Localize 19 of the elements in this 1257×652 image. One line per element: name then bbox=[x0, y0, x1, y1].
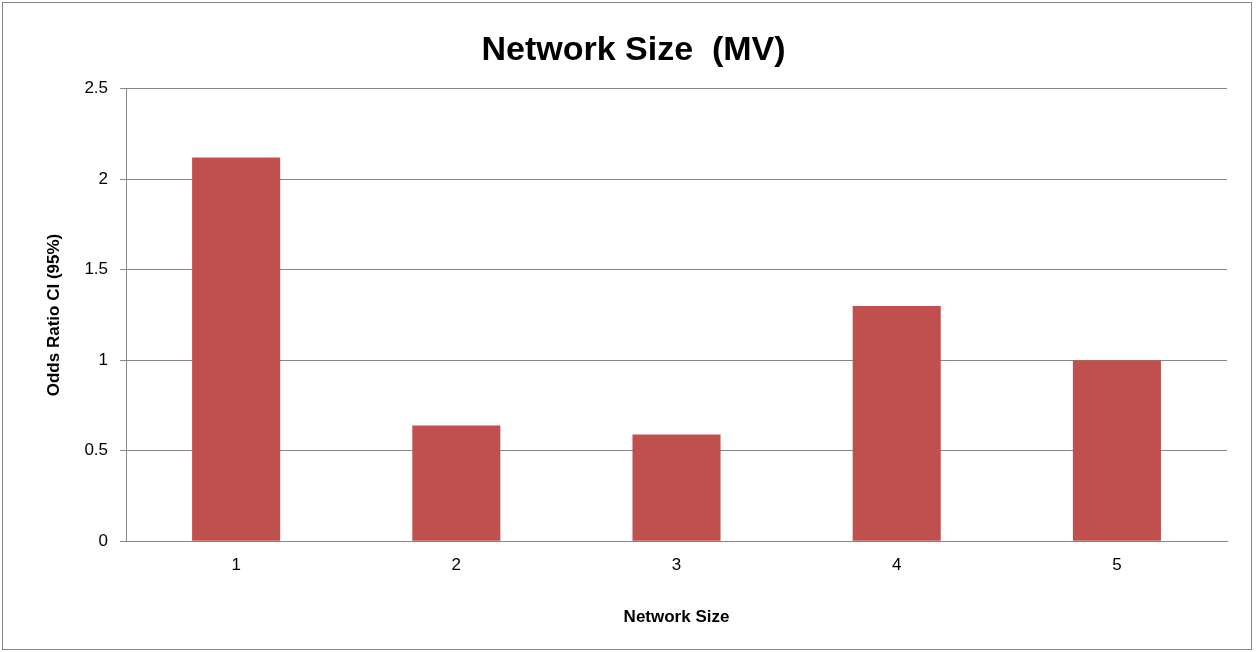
bar bbox=[1072, 360, 1161, 541]
y-tick-label: 0 bbox=[98, 530, 109, 550]
x-tick-label: 4 bbox=[891, 555, 902, 575]
x-tick-label: 1 bbox=[231, 555, 241, 575]
y-tick-label: 1.5 bbox=[84, 259, 109, 279]
x-tick-label: 3 bbox=[671, 555, 682, 575]
bar bbox=[852, 305, 941, 541]
chart-title: Network Size (MV) bbox=[481, 28, 786, 67]
x-axis-title: Network Size bbox=[623, 607, 730, 627]
y-tick-label: 0.5 bbox=[84, 440, 109, 460]
bar bbox=[192, 157, 281, 541]
bar bbox=[632, 434, 721, 541]
y-axis-title: Odds Ratio CI (95%) bbox=[43, 233, 63, 397]
y-tick-label: 1 bbox=[98, 349, 109, 369]
y-tick-label: 2.5 bbox=[84, 78, 109, 98]
bar bbox=[412, 425, 501, 541]
x-tick-label: 2 bbox=[451, 555, 462, 575]
x-tick-label: 5 bbox=[1112, 555, 1122, 575]
y-tick-label: 2 bbox=[98, 168, 109, 188]
